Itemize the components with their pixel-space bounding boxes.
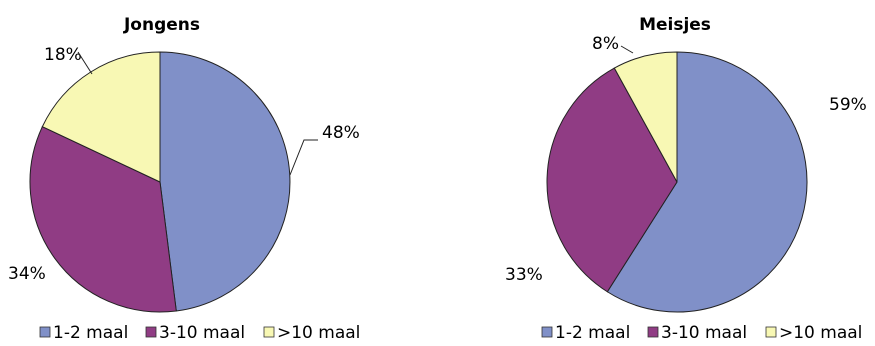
leader-line-jongens-gt10-maal — [77, 51, 93, 75]
legend-swatch-jongens-1-2-maal — [39, 326, 51, 338]
pie-jongens — [29, 51, 291, 313]
leader-line-jongens-1-2-maal — [289, 139, 318, 176]
data-label-meisjes-1-2-maal: 59% — [829, 95, 867, 115]
legend-label-meisjes-3-10-maal: 3-10 maal — [661, 323, 747, 343]
legend-label-jongens-3-10-maal: 3-10 maal — [159, 323, 245, 343]
legend-jongens: 1-2 maal 3-10 maal >10 maal — [39, 323, 360, 343]
pie-slice-jongens-1-2-maal — [159, 51, 291, 312]
legend-label-meisjes-gt10-maal: >10 maal — [779, 323, 862, 343]
legend-swatch-meisjes-gt10-maal — [765, 326, 777, 338]
data-label-meisjes-gt10-maal: 8% — [592, 34, 619, 54]
pie-slice-meisjes-gt10-maal — [613, 51, 678, 183]
legend-label-meisjes-1-2-maal: 1-2 maal — [555, 323, 630, 343]
legend-label-jongens-gt10-maal: >10 maal — [277, 323, 360, 343]
chart-title-jongens: Jongens — [123, 15, 200, 35]
pie-slice-meisjes-3-10-maal — [546, 67, 678, 293]
legend-swatch-jongens-gt10-maal — [263, 326, 275, 338]
data-label-meisjes-3-10-maal: 33% — [505, 265, 543, 285]
pie-meisjes — [546, 51, 808, 313]
chart-title-meisjes: Meisjes — [639, 15, 711, 35]
legend-label-jongens-1-2-maal: 1-2 maal — [53, 323, 128, 343]
data-label-jongens-3-10-maal: 34% — [8, 264, 46, 284]
pie-slice-meisjes-1-2-maal — [606, 51, 808, 313]
legend-meisjes: 1-2 maal 3-10 maal >10 maal — [541, 323, 862, 343]
legend-swatch-meisjes-3-10-maal — [647, 326, 659, 338]
legend-swatch-jongens-3-10-maal — [145, 326, 157, 338]
chart-jongens: Jongens 48% 34% 18% 1-2 maal 3-10 maal >… — [8, 15, 360, 343]
chart-meisjes: Meisjes 59% 33% 8% 1-2 maal 3-10 maal >1… — [505, 15, 867, 343]
leader-line-meisjes-gt10-maal — [620, 45, 634, 54]
data-label-jongens-gt10-maal: 18% — [44, 45, 82, 65]
legend-swatch-meisjes-1-2-maal — [541, 326, 553, 338]
data-label-jongens-1-2-maal: 48% — [322, 123, 360, 143]
